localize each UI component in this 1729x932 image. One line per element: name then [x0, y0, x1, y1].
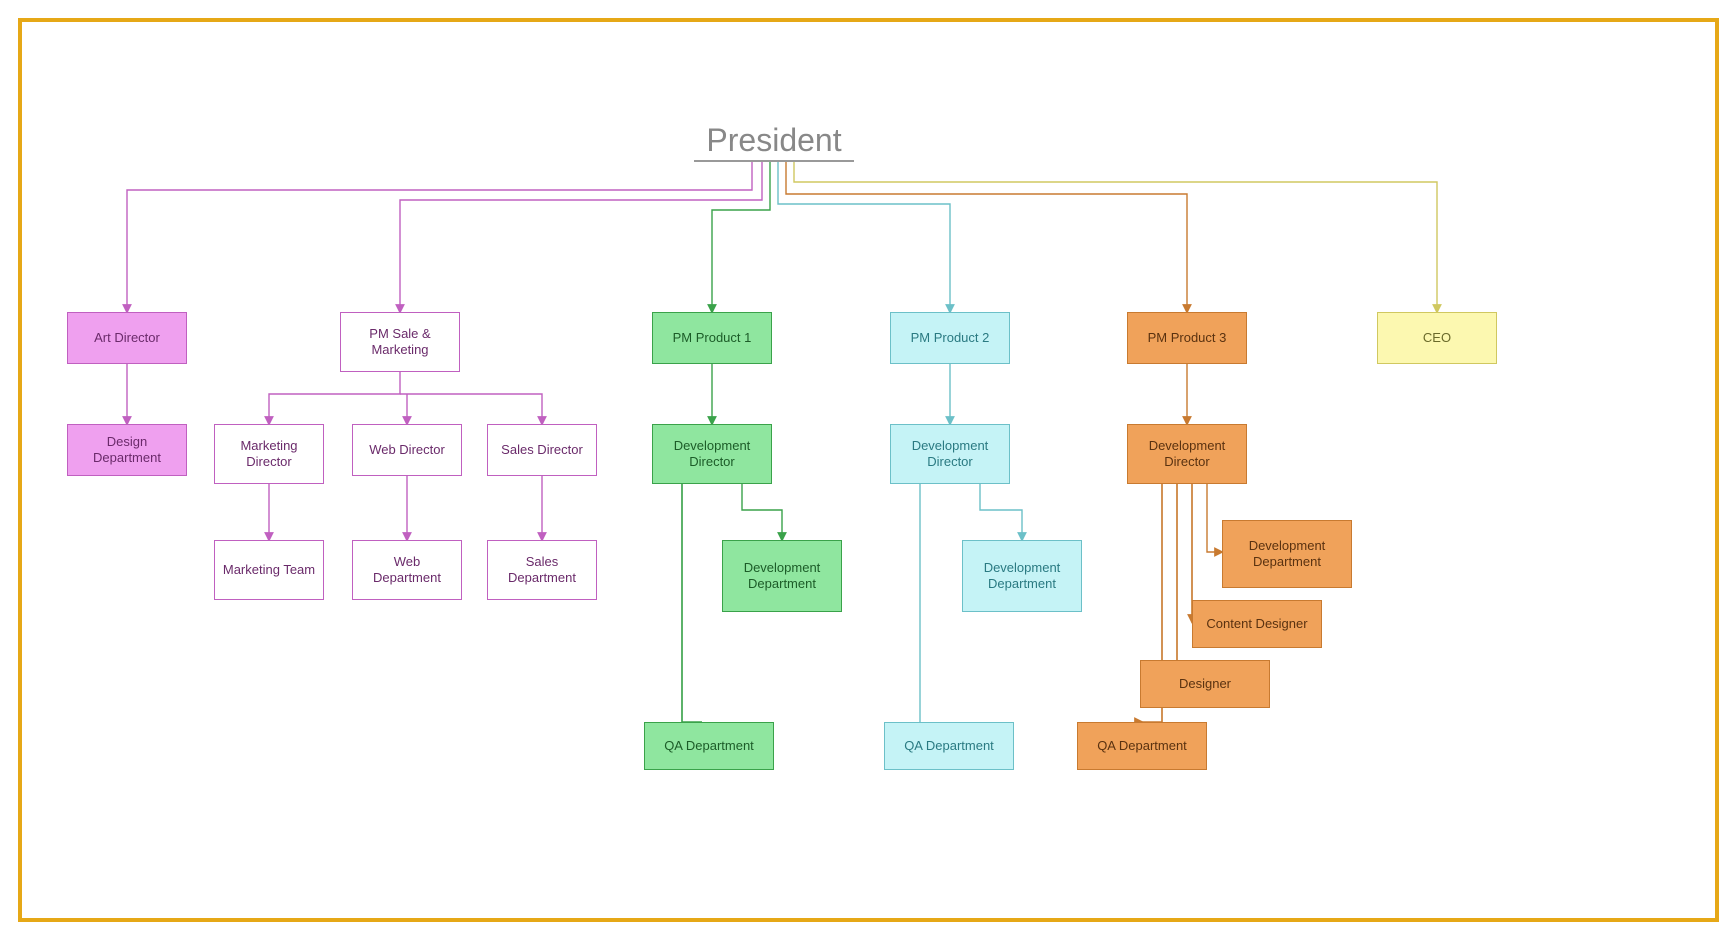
node-art_dir: Art Director: [67, 312, 187, 364]
node-qa3: QA Department: [1077, 722, 1207, 770]
node-designer: Designer: [1140, 660, 1270, 708]
edge-e_pres_p2: [778, 162, 950, 312]
node-qa1: QA Department: [644, 722, 774, 770]
node-web_dir: Web Director: [352, 424, 462, 476]
node-mkt_team: Marketing Team: [214, 540, 324, 600]
diagram-frame: President Art Director Design Department PM…: [18, 18, 1719, 922]
edge-e_pres_p3: [786, 162, 1187, 312]
edge-e_pres_art: [127, 162, 752, 312]
node-dev_dir2: Development Director: [890, 424, 1010, 484]
edge-e_pres_ceo: [794, 162, 1437, 312]
edge-e_dd2_qa: [920, 484, 949, 746]
node-web_dept: Web Department: [352, 540, 462, 600]
node-dev_dir1: Development Director: [652, 424, 772, 484]
node-sales_dept: Sales Department: [487, 540, 597, 600]
edge-e_pm_bar2: [400, 394, 542, 406]
node-pm_p3: PM Product 3: [1127, 312, 1247, 364]
edge-e_dd2_dep: [980, 484, 1022, 540]
node-qa2: QA Department: [884, 722, 1014, 770]
node-dev_dept2: Development Department: [962, 540, 1082, 612]
edge-e_dd1_dep: [742, 484, 782, 540]
edge-e_pres_p1: [712, 162, 770, 312]
edge-e_pm_bar: [269, 372, 400, 406]
edge-e_dd3_dep: [1207, 484, 1222, 552]
node-pm_sale: PM Sale & Marketing: [340, 312, 460, 372]
node-content_des: Content Designer: [1192, 600, 1322, 648]
edge-e_pres_pm: [400, 162, 762, 312]
node-design_dept: Design Department: [67, 424, 187, 476]
node-sales_dir: Sales Director: [487, 424, 597, 476]
node-pm_p2: PM Product 2: [890, 312, 1010, 364]
node-dev_dept3: Development Department: [1222, 520, 1352, 588]
node-dev_dept1: Development Department: [722, 540, 842, 612]
edge-e_dd3_des: [1177, 484, 1182, 682]
node-pm_p1: PM Product 1: [652, 312, 772, 364]
edge-e_dd1_qa: [682, 484, 702, 722]
node-president: President: [694, 120, 854, 162]
node-mkt_dir: Marketing Director: [214, 424, 324, 484]
node-ceo: CEO: [1377, 312, 1497, 364]
edge-e_dd1_qa_line: [682, 484, 709, 746]
node-dev_dir3: Development Director: [1127, 424, 1247, 484]
